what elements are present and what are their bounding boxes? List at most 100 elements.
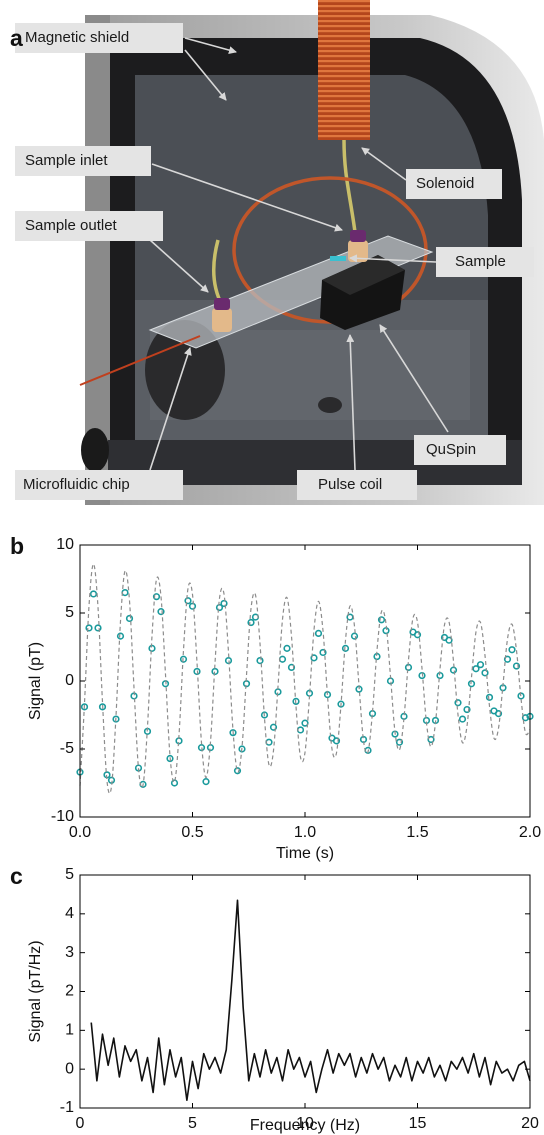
data-point	[314, 629, 323, 638]
x-axis-title: Time (s)	[276, 845, 334, 862]
data-point	[211, 667, 219, 676]
data-point	[193, 667, 201, 676]
data-point	[269, 723, 278, 731]
x-axis-title: Frequency (Hz)	[250, 1117, 360, 1134]
data-point	[256, 656, 264, 665]
data-point	[350, 632, 359, 640]
data-point	[152, 593, 161, 601]
data-point	[301, 719, 309, 727]
x-tick-label: 5	[188, 1115, 197, 1132]
label: Sample inlet	[25, 152, 108, 169]
data-point	[197, 744, 206, 752]
data-point	[454, 699, 462, 707]
y-tick-label: 1	[65, 1022, 74, 1039]
data-point	[80, 703, 89, 711]
y-tick-label: 5	[65, 866, 74, 883]
data-point	[463, 705, 471, 714]
x-tick-label: 0	[76, 1115, 85, 1132]
data-point	[233, 767, 242, 775]
x-tick-label: 2.0	[519, 824, 541, 841]
data-point	[508, 646, 516, 654]
data-point	[224, 656, 233, 665]
y-axis-title: Signal (pT)	[27, 642, 44, 720]
illustration	[15, 0, 544, 505]
data-point	[292, 697, 300, 706]
y-tick-label: -10	[51, 808, 74, 825]
data-point	[184, 597, 192, 605]
data-point	[337, 700, 345, 708]
y-axis-title: Signal (pT/Hz)	[27, 940, 44, 1042]
data-point	[332, 737, 341, 745]
data-point	[188, 602, 197, 610]
data-point	[512, 662, 521, 670]
data-point	[341, 644, 350, 652]
data-point	[157, 608, 165, 616]
x-tick-label: 20	[521, 1115, 539, 1132]
data-point	[395, 738, 404, 746]
data-point	[121, 588, 129, 597]
data-point	[494, 710, 503, 718]
data-point	[94, 624, 102, 632]
data-point	[503, 655, 512, 663]
data-point	[310, 654, 318, 662]
data-point	[476, 661, 485, 669]
data-point	[449, 666, 458, 674]
data-point	[179, 655, 188, 663]
data-point	[125, 614, 134, 623]
data-point	[296, 726, 305, 734]
y-tick-label: 5	[65, 604, 74, 621]
y-tick-label: 3	[65, 944, 74, 961]
label: Sample	[455, 253, 506, 270]
panel-letter: a	[10, 25, 23, 51]
data-point	[112, 715, 120, 723]
label: Magnetic shield	[25, 29, 129, 46]
data-point	[206, 744, 215, 752]
data-point	[445, 636, 453, 644]
data-point	[220, 599, 228, 608]
data-point	[458, 715, 467, 723]
data-point	[472, 665, 480, 673]
data-point	[283, 644, 291, 652]
data-point	[485, 693, 494, 701]
data-point	[319, 648, 327, 657]
x-tick-label: 10	[296, 1115, 314, 1132]
data-point	[382, 627, 390, 635]
y-tick-label: 2	[65, 983, 74, 1000]
y-tick-label: -1	[60, 1099, 74, 1116]
data-point	[98, 703, 107, 711]
data-point	[85, 624, 93, 632]
y-tick-label: 0	[65, 672, 74, 689]
data-point	[278, 655, 287, 663]
data-point	[377, 616, 386, 624]
data-point	[260, 711, 269, 719]
x-tick-label: 0.0	[69, 824, 91, 841]
label: QuSpin	[426, 441, 476, 458]
plot-frame	[79, 544, 531, 818]
x-tick-label: 0.5	[181, 824, 203, 841]
y-tick-label: -5	[60, 740, 74, 757]
plot-frame	[79, 874, 531, 1109]
x-tick-label: 1.0	[294, 824, 316, 841]
x-tick-label: 15	[409, 1115, 427, 1132]
label: Pulse coil	[318, 476, 382, 493]
data-point	[413, 631, 422, 639]
data-point	[89, 590, 98, 598]
label: Sample outlet	[25, 217, 118, 234]
label: Solenoid	[416, 175, 474, 192]
panel-letter: b	[10, 533, 24, 559]
data-point	[116, 632, 125, 640]
spectrum-line	[90, 899, 531, 1102]
panel-letter: c	[10, 863, 23, 889]
y-tick-label: 10	[56, 536, 74, 553]
data-point	[481, 669, 489, 677]
data-point	[247, 618, 255, 627]
data-point	[287, 663, 296, 672]
data-point	[215, 603, 224, 612]
data-point	[418, 671, 426, 680]
y-tick-label: 0	[65, 1060, 74, 1077]
x-tick-label: 1.5	[406, 824, 428, 841]
label: Microfluidic chip	[23, 476, 130, 493]
data-point	[242, 680, 251, 688]
y-tick-label: 4	[65, 905, 74, 922]
